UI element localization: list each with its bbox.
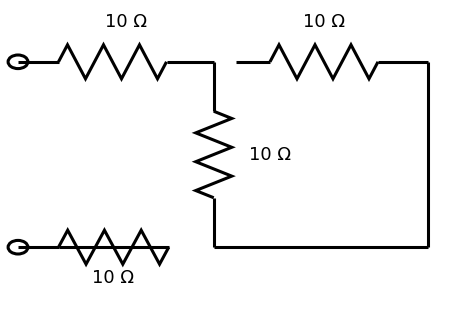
Text: 10 Ω: 10 Ω — [105, 13, 147, 31]
Text: 10 Ω: 10 Ω — [303, 13, 345, 31]
Text: 10 Ω: 10 Ω — [91, 269, 134, 287]
Text: 10 Ω: 10 Ω — [249, 146, 291, 163]
